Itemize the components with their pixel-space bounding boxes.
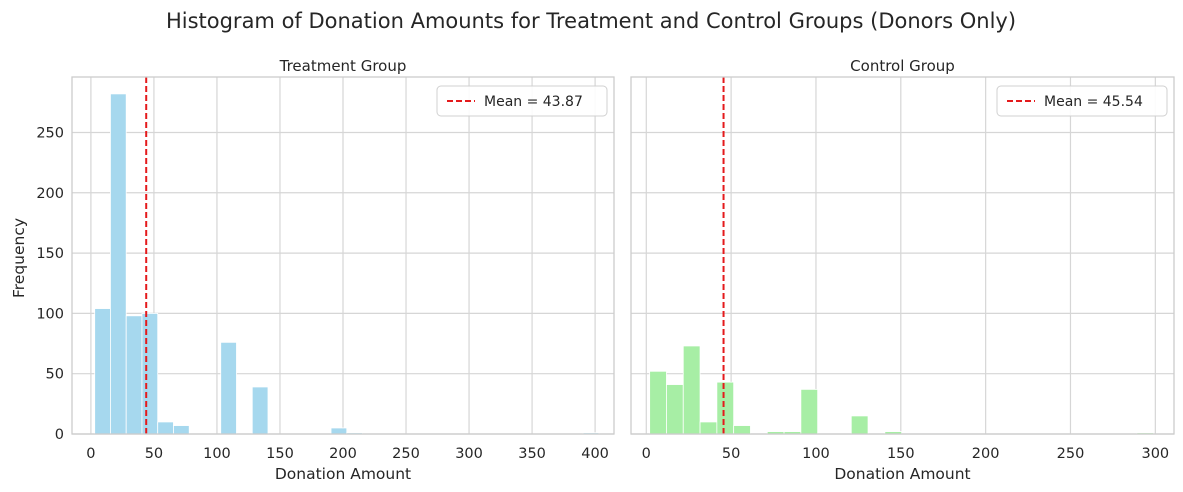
treatment-bar-5	[173, 425, 190, 435]
control-panel-title: Control Group	[850, 57, 955, 75]
treatment-panel: 0 50 100 150 200 250 300 350 400 0 50 100 150 200 250 T…	[36, 57, 615, 483]
treatment-bar-3	[141, 312, 159, 435]
control-x-tick-label: 150	[887, 446, 915, 462]
treatment-legend: Mean = 43.87	[436, 85, 608, 117]
control-legend-box	[996, 85, 1168, 117]
treatment-x-tick-label: 300	[455, 446, 483, 462]
control-legend: Mean = 45.54	[996, 85, 1168, 117]
control-bar-12	[850, 415, 869, 435]
control-x-tick-label: 0	[642, 446, 651, 462]
control-x-tick-label: 200	[972, 446, 1000, 462]
control-legend-label: Mean = 45.54	[1044, 94, 1143, 110]
control-x-tick-label: 250	[1057, 446, 1085, 462]
treatment-x-axis-label: Donation Amount	[275, 465, 411, 483]
treatment-y-tick-label: 150	[36, 246, 64, 262]
treatment-y-tick-label: 100	[36, 306, 64, 322]
treatment-bar-8	[220, 341, 237, 435]
treatment-bar-10	[251, 386, 269, 435]
treatment-axes-frame	[71, 76, 615, 435]
control-x-tick-label: 300	[1141, 446, 1169, 462]
treatment-x-tick-label: 50	[145, 446, 163, 462]
control-bar-1	[666, 384, 684, 435]
control-x-tick-label: 50	[722, 446, 740, 462]
treatment-x-tick-label: 100	[203, 446, 231, 462]
treatment-panel-title: Treatment Group	[279, 57, 407, 75]
treatment-y-tick-label: 200	[36, 186, 64, 202]
treatment-x-tick-label: 200	[329, 446, 357, 462]
control-axes-frame	[630, 76, 1175, 435]
treatment-x-tick-label: 400	[581, 446, 609, 462]
treatment-x-tick-label: 0	[86, 446, 95, 462]
treatment-x-tick-label: 150	[266, 446, 294, 462]
treatment-x-tick-label: 250	[392, 446, 420, 462]
treatment-legend-label: Mean = 43.87	[484, 94, 583, 110]
control-bar-2	[682, 345, 701, 435]
treatment-y-tick-label: 0	[55, 427, 64, 443]
treatment-bar-15	[330, 427, 348, 435]
treatment-bar-1	[110, 93, 127, 435]
treatment-y-tick-label: 250	[36, 125, 64, 141]
control-x-axis-label: Donation Amount	[834, 465, 970, 483]
control-x-tick-label: 100	[802, 446, 830, 462]
control-bar-3	[699, 421, 718, 435]
treatment-y-tick-label: 50	[46, 367, 64, 383]
treatment-bar-0	[94, 308, 111, 435]
control-bar-0	[649, 370, 667, 435]
y-axis-label: Frequency	[10, 218, 28, 298]
control-bar-9	[800, 388, 819, 435]
chart-suptitle: Histogram of Donation Amounts for Treatm…	[166, 9, 1016, 33]
control-panel: 0 50 100 150 200 250 300 Control Group Donation …	[630, 57, 1175, 483]
treatment-bar-2	[125, 315, 143, 435]
treatment-x-tick-label: 350	[518, 446, 546, 462]
treatment-bar-4	[157, 421, 174, 435]
control-bar-4	[716, 381, 735, 435]
treatment-legend-box	[436, 85, 608, 117]
control-bar-5	[733, 425, 751, 435]
